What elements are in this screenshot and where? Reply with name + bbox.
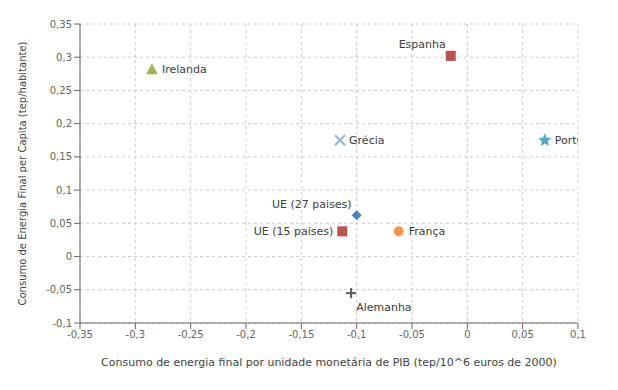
svg-text:Irelanda: Irelanda (162, 63, 207, 76)
svg-text:0: 0 (66, 251, 72, 262)
svg-text:0,35: 0,35 (50, 19, 72, 30)
svg-text:-0,15: -0,15 (288, 329, 314, 340)
svg-text:0: 0 (464, 329, 470, 340)
svg-text:-0,05: -0,05 (46, 284, 72, 295)
svg-text:-0,05: -0,05 (399, 329, 425, 340)
svg-text:0,15: 0,15 (50, 151, 72, 162)
svg-text:Espanha: Espanha (399, 38, 446, 51)
svg-text:-0,25: -0,25 (178, 329, 204, 340)
svg-text:França: França (409, 225, 446, 238)
svg-text:Consumo de Energia Final per C: Consumo de Energia Final per Capita (tep… (17, 41, 28, 305)
svg-text:UE (15 paises): UE (15 paises) (254, 225, 334, 238)
svg-text:-0,2: -0,2 (236, 329, 256, 340)
svg-text:-0,3: -0,3 (126, 329, 146, 340)
svg-text:-0,35: -0,35 (67, 329, 93, 340)
svg-text:0,05: 0,05 (50, 218, 72, 229)
svg-text:Grécia: Grécia (349, 134, 384, 147)
svg-text:-0,1: -0,1 (52, 318, 72, 329)
svg-text:Consumo de energia final por u: Consumo de energia final por unidade mon… (101, 356, 557, 369)
svg-text:0,1: 0,1 (56, 185, 72, 196)
svg-text:UE (27 paises): UE (27 paises) (272, 198, 352, 211)
svg-text:0,25: 0,25 (50, 85, 72, 96)
svg-text:0,2: 0,2 (56, 118, 72, 129)
svg-text:0,05: 0,05 (512, 329, 534, 340)
svg-text:0,1: 0,1 (570, 329, 586, 340)
svg-text:Portugal: Portugal (555, 134, 578, 147)
svg-text:Alemanha: Alemanha (356, 301, 412, 314)
svg-text:0,3: 0,3 (56, 52, 72, 63)
svg-text:-0,1: -0,1 (347, 329, 367, 340)
